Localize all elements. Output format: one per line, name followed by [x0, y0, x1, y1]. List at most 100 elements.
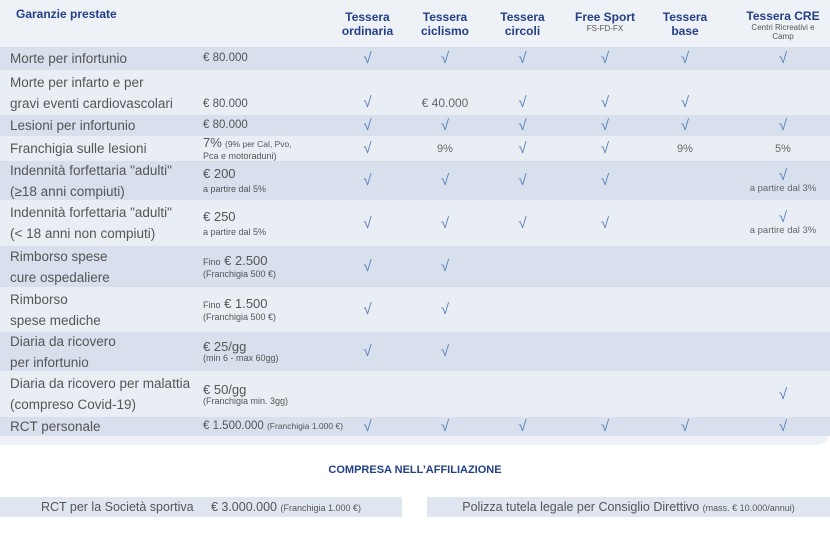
value-main: € 200 [203, 166, 236, 181]
row-label: Indennità forfettaria "adulti" (< 18 anni… [0, 202, 200, 244]
table-row: RCT personale € 1.500.000 (Franchigia 1.0… [0, 417, 830, 436]
row-label-line: Diaria da ricovero [10, 333, 116, 349]
value-inline: (9% per Cal, Pvo, [225, 139, 292, 149]
col-title: Tessera CRE [746, 9, 820, 23]
check-icon: √ [440, 343, 450, 360]
check-icon: √ [363, 258, 372, 275]
check-icon: √ [600, 117, 610, 134]
value-main: € 250 [203, 208, 236, 224]
row-label-line: Lesioni per infortunio [10, 118, 136, 133]
check-icon: √ [518, 50, 527, 67]
cell-0: √ [330, 344, 405, 359]
cell-2: √ [485, 51, 560, 66]
cell-5: 5% [736, 143, 830, 155]
row-label: Morte per infarto e per gravi eventi card… [0, 72, 200, 114]
row-value: 7% (9% per Cal, Pvo, Pca e motoraduni) [200, 136, 330, 161]
col-ordinaria: Tessera ordinaria [330, 0, 405, 47]
check-icon: √ [680, 94, 690, 111]
value-pre: Fino [203, 300, 221, 310]
row-label-line: cure ospedaliere [10, 269, 110, 285]
col-title: Free Sport [574, 10, 635, 24]
value-main: € 2.500 [224, 253, 268, 268]
check-icon: √ [363, 343, 372, 360]
row-label-line: Indennità forfettaria "adulti" [10, 162, 172, 178]
row-label-line: per infortunio [10, 354, 89, 370]
check-icon: √ [600, 214, 610, 232]
cell-text: 5% [775, 142, 791, 155]
check-icon: √ [363, 301, 372, 318]
check-icon: √ [778, 117, 788, 134]
cell-1: √ [405, 173, 485, 188]
row-label: Diaria da ricovero per infortunio [0, 331, 200, 373]
check-icon: √ [363, 140, 372, 157]
check-icon: √ [518, 172, 527, 189]
row-value: € 80.000 [200, 119, 330, 132]
row-label-line: gravi eventi cardiovascolari [10, 95, 173, 111]
table-row: Franchigia sulle lesioni 7% (9% per Cal, … [0, 136, 830, 161]
cell-0: √ [330, 419, 405, 434]
header-title: Garanzie prestate [16, 7, 117, 21]
cell-0: √ [330, 302, 405, 317]
cell-0: √ [330, 95, 405, 115]
row-value: € 80.000 [200, 52, 330, 65]
included-title: COMPRESA NELL’AFFILIAZIONE [328, 464, 502, 476]
check-icon: √ [363, 50, 372, 67]
cell-4: √ [650, 419, 720, 434]
check-icon: √ [363, 94, 372, 111]
col-cre: Tessera CRE Centri Ricreativi e Camp [736, 0, 830, 47]
cell-2: √ [485, 118, 560, 133]
row-label-line: Morte per infortunio [10, 51, 128, 66]
value-sub: a partire dal 5% [203, 184, 267, 194]
table-row: Rimborso spese cure ospedaliere Fino € 2.5… [0, 246, 830, 287]
col-ciclismo: Tessera ciclismo [405, 0, 485, 47]
table-row: Lesioni per infortunio € 80.000 √ √ √ √ √ √ [0, 115, 830, 136]
cell-5: √ a partire dal 3% [736, 210, 830, 236]
cell-3: √ [560, 51, 650, 66]
row-label: Franchigia sulle lesioni [0, 138, 200, 159]
cell-1: √ [405, 216, 485, 231]
cell-1: √ [405, 302, 485, 317]
cell-0: √ [330, 173, 405, 188]
cell-1: √ [405, 344, 485, 359]
value-main: € 80.000 [203, 98, 248, 110]
row-label-line: Indennità forfettaria "adulti" [10, 205, 172, 220]
cell-5: √ [736, 419, 830, 434]
row-value: € 250 a partire dal 5% [200, 210, 330, 237]
row-label: Lesioni per infortunio [0, 115, 200, 136]
row-label-line: Franchigia sulle lesioni [10, 141, 147, 156]
cell-0: √ [330, 216, 405, 231]
cell-0: √ [330, 141, 405, 156]
cell-text: a partire dal 3% [749, 225, 817, 236]
cell-5: √ [736, 118, 830, 133]
cell-text: € 40.000 [421, 96, 469, 110]
check-icon: √ [778, 385, 788, 403]
cell-3: √ [560, 419, 650, 434]
row-value: Fino € 2.500 (Franchigia 500 €) [200, 254, 330, 279]
check-icon: √ [440, 258, 450, 275]
value-sub: Pca e motoraduni) [203, 151, 277, 161]
check-icon: √ [778, 418, 788, 435]
check-icon: √ [600, 50, 610, 67]
cell-3: √ [560, 173, 650, 188]
row-value: € 1.500.000 (Franchigia 1.000 €) [200, 420, 343, 433]
value-sub: (Franchigia 500 €) [203, 269, 277, 279]
row-label: Rimborso spese mediche [0, 289, 200, 331]
check-icon: √ [440, 214, 450, 232]
cell-2: √ [485, 141, 560, 156]
value-main: € 1.500.000 [203, 420, 264, 432]
table-header: Garanzie prestate Tessera ordinaria Tess… [0, 0, 830, 47]
row-label: Rimborso spese cure ospedaliere [0, 246, 200, 288]
check-icon: √ [518, 418, 527, 435]
col-title: Tessera ordinaria [341, 10, 394, 38]
check-icon: √ [440, 172, 450, 189]
check-icon: √ [363, 418, 372, 435]
value-pre: Fino [203, 257, 221, 267]
row-value: € 50/gg (Franchigia min. 3gg) [200, 383, 330, 406]
check-icon: √ [518, 94, 527, 111]
row-label: Morte per infortunio [0, 48, 200, 69]
check-icon: √ [600, 140, 610, 157]
row-value: € 80.000 [200, 98, 330, 115]
cell-2: √ [485, 419, 560, 434]
cell-1: 9% [405, 143, 485, 155]
value-sub: (min 6 - max 60gg) [203, 353, 279, 363]
